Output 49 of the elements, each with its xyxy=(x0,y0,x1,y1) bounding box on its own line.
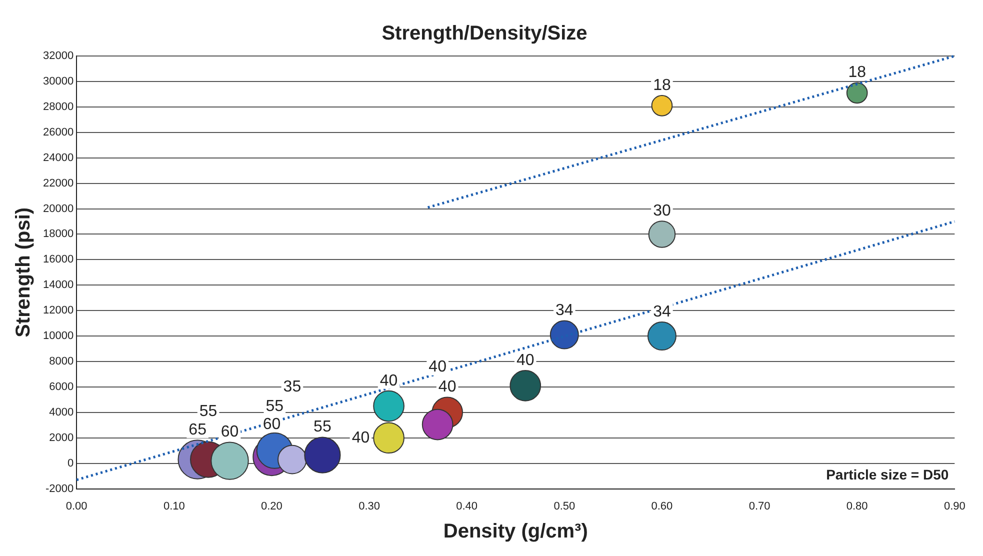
data-label: 60 xyxy=(262,416,281,433)
data-label: 30 xyxy=(653,202,671,220)
y-tick-label: 4000 xyxy=(49,406,74,418)
data-label: 35 xyxy=(283,378,302,396)
y-tick-label: 26000 xyxy=(42,126,74,138)
data-label: 40 xyxy=(352,429,370,446)
y-tick-label: 18000 xyxy=(42,228,74,240)
y-tick-label: 14000 xyxy=(42,279,74,292)
data-label: 40 xyxy=(516,352,534,369)
data-label: 40 xyxy=(438,378,456,396)
data-label: 18 xyxy=(848,64,866,82)
data-label: 65 xyxy=(188,422,207,439)
y-tick-label: 24000 xyxy=(42,152,74,164)
y-tick-label: 6000 xyxy=(49,380,74,393)
x-tick-label: 0.00 xyxy=(66,500,88,512)
x-tick-label: 0.60 xyxy=(651,500,673,512)
data-label: 34 xyxy=(556,302,574,320)
data-label: 60 xyxy=(220,424,239,441)
x-tick-label: 0.50 xyxy=(554,500,576,512)
x-tick-label: 0.70 xyxy=(748,500,770,512)
y-tick-label: -2000 xyxy=(45,482,74,495)
data-label: 55 xyxy=(266,398,284,416)
x-axis-title: Density (g/cm³) xyxy=(443,520,588,543)
y-axis-title: Strength (psi) xyxy=(12,207,35,338)
y-tick-label: 30000 xyxy=(42,75,74,88)
data-label: 40 xyxy=(380,372,398,390)
y-tick-label: 22000 xyxy=(42,177,74,190)
x-tick-label: 0.20 xyxy=(261,500,282,512)
data-label: 34 xyxy=(653,303,671,320)
y-tick-label: 10000 xyxy=(42,330,74,342)
y-tick-label: 32000 xyxy=(42,50,74,62)
chart-title: Strength/Density/Size xyxy=(382,22,588,45)
x-tick-label: 0.30 xyxy=(358,500,380,512)
x-tick-label: 0.10 xyxy=(163,500,185,512)
data-label: 55 xyxy=(314,418,332,436)
x-tick-label: 0.80 xyxy=(846,500,868,512)
data-label: 18 xyxy=(653,76,671,94)
annotation: Particle size = D50 xyxy=(826,466,949,483)
y-tick-label: 12000 xyxy=(42,304,74,317)
y-tick-label: 16000 xyxy=(42,254,74,266)
x-tick-label: 0.90 xyxy=(944,500,966,512)
y-tick-label: 2000 xyxy=(49,432,74,444)
data-label: 55 xyxy=(199,403,218,420)
y-tick-label: 8000 xyxy=(49,356,74,368)
data-label: 40 xyxy=(428,358,447,376)
y-tick-label: 0 xyxy=(67,457,74,470)
y-tick-label: 28000 xyxy=(42,100,74,113)
y-tick-label: 20000 xyxy=(42,202,74,215)
x-tick-label: 0.40 xyxy=(456,500,478,512)
